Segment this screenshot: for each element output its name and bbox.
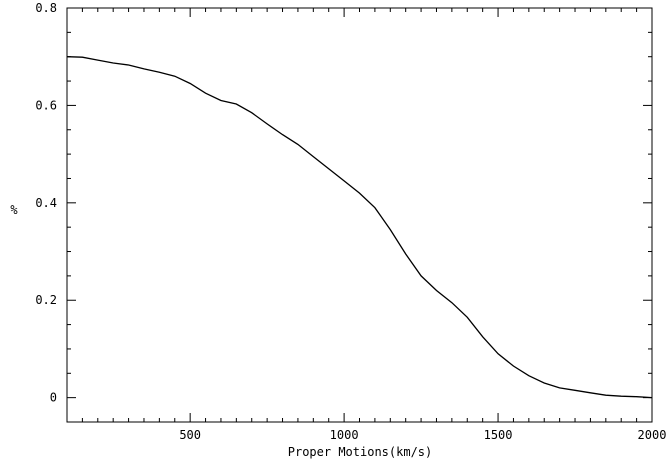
y-tick-label: 0.4 [35,196,57,210]
x-tick-label: 2000 [638,428,667,442]
y-tick-label: 0.6 [35,98,57,112]
y-tick-label: 0.8 [35,1,57,15]
plot-frame [66,7,653,423]
y-tick-label: 0 [50,391,57,405]
x-tick-label: 1500 [484,428,513,442]
x-axis: 500 1000 1500 2000 [81,8,667,442]
y-tick-label: 0.2 [35,293,57,307]
x-tick-label: 500 [179,428,201,442]
y-axis: 0 0.2 0.4 0.6 0.8 [35,1,652,423]
y-axis-label: % [10,203,18,217]
x-tick-label: 1000 [330,428,359,442]
cumulative-curve [66,56,653,399]
x-axis-label: Proper Motions(km/s) [288,445,433,459]
